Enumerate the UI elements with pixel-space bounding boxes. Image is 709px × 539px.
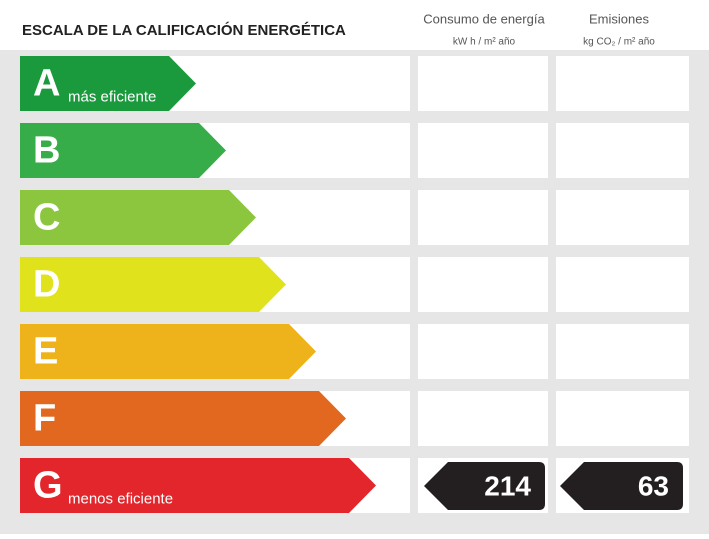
cell [556, 123, 689, 178]
rating-letter: A [33, 63, 60, 105]
rating-arrow [20, 257, 286, 312]
column-unit: kW h / m² año [453, 37, 516, 48]
cell [556, 56, 689, 111]
rating-letter: E [33, 331, 58, 373]
value-badge [560, 462, 683, 510]
column-unit: kg CO₂ / m² año [583, 37, 655, 48]
rating-letter: C [33, 197, 60, 239]
value: 63 [638, 470, 669, 501]
cell [556, 190, 689, 245]
rating-arrow [20, 190, 256, 245]
cell [556, 391, 689, 446]
cell [418, 190, 548, 245]
rating-letter: G [33, 465, 63, 507]
cell [418, 123, 548, 178]
column-title: Emisiones [589, 11, 649, 26]
rating-letter: F [33, 398, 56, 440]
rating-arrow [20, 324, 316, 379]
rating-arrow [20, 123, 226, 178]
cell [418, 324, 548, 379]
value-badge [424, 462, 545, 510]
cell [418, 391, 548, 446]
header-background [0, 0, 709, 50]
rating-label: menos eficiente [68, 490, 173, 507]
cell [556, 257, 689, 312]
title: ESCALA DE LA CALIFICACIÓN ENERGÉTICA [22, 21, 346, 39]
cell [556, 324, 689, 379]
rating-label: más eficiente [68, 88, 156, 105]
rating-arrow [20, 56, 196, 111]
value: 214 [484, 470, 531, 501]
rating-arrow [20, 391, 346, 446]
column-title: Consumo de energía [423, 11, 545, 26]
rating-letter: D [33, 264, 60, 306]
rating-letter: B [33, 130, 60, 172]
cell [418, 56, 548, 111]
rating-arrow [20, 458, 376, 513]
cell [418, 257, 548, 312]
